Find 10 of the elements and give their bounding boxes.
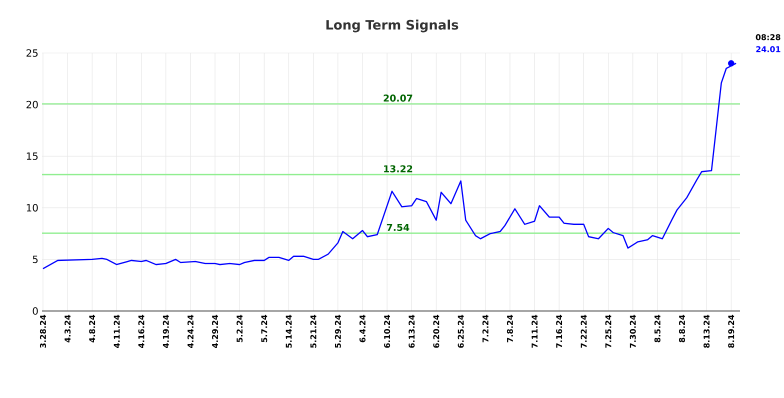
y-tick-label: 20 xyxy=(26,100,38,108)
ref-line-label: 7.54 xyxy=(386,224,410,231)
y-tick-label: 5 xyxy=(32,256,38,264)
y-tick-label: 25 xyxy=(26,49,38,57)
chart-title: Long Term Signals xyxy=(326,20,458,32)
y-tick-label: 10 xyxy=(26,204,38,212)
y-tick-label: 0 xyxy=(32,307,38,315)
ref-line-label: 20.07 xyxy=(384,94,412,102)
y-tick-label: 15 xyxy=(26,152,38,160)
ref-line-label: 13.22 xyxy=(384,165,412,172)
